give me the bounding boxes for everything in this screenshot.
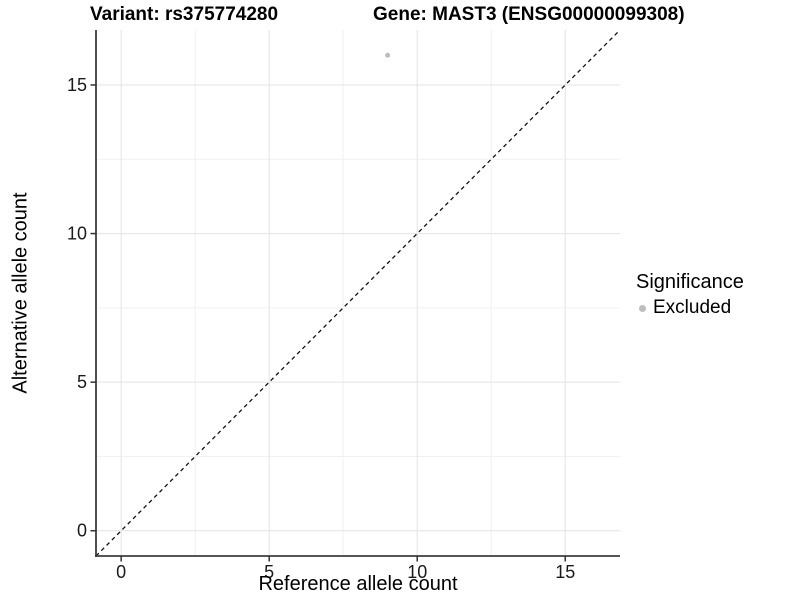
legend: Significance Excluded [636, 271, 744, 319]
x-tick-label: 0 [116, 562, 126, 582]
y-tick-label: 0 [77, 521, 87, 541]
legend-item-label: Excluded [653, 297, 732, 318]
data-point [385, 52, 391, 58]
legend-item-excluded: Excluded [636, 297, 744, 319]
plot-title-variant: Variant: rs375774280 [90, 4, 279, 25]
y-tick-label: 15 [67, 75, 87, 95]
identity-dashed-line [95, 29, 621, 557]
legend-title: Significance [636, 271, 744, 293]
x-tick-label: 10 [407, 562, 427, 582]
y-tick-label: 10 [67, 224, 87, 244]
y-tick-label: 5 [77, 372, 87, 392]
x-axis-title: Reference allele count [258, 573, 458, 595]
x-tick-label: 5 [264, 562, 274, 582]
x-tick-label: 15 [555, 562, 575, 582]
y-axis-title: Alternative allele count [9, 192, 32, 394]
legend-point-icon [639, 304, 646, 312]
plot-title-gene: Gene: MAST3 (ENSG00000099308) [373, 4, 685, 25]
